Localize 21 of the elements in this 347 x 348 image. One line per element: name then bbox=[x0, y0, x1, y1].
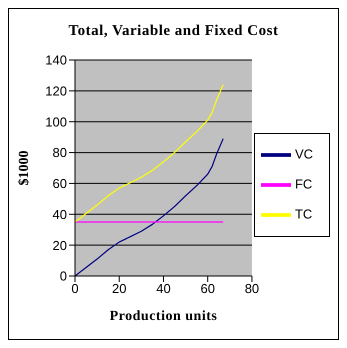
x-tick-label: 80 bbox=[244, 281, 260, 296]
x-tick-label: 0 bbox=[71, 281, 79, 296]
y-tick-label: 140 bbox=[45, 52, 67, 68]
y-tick-label: 100 bbox=[45, 114, 67, 130]
y-tick-label: 120 bbox=[45, 83, 67, 98]
legend-label: VC bbox=[294, 146, 313, 162]
y-tick-label: 40 bbox=[52, 206, 67, 222]
y-tick-label: 20 bbox=[52, 238, 67, 253]
y-tick-label: 0 bbox=[60, 268, 67, 284]
x-tick-label: 20 bbox=[112, 281, 126, 296]
y-tick-label: 60 bbox=[52, 176, 67, 192]
line-series bbox=[75, 138, 224, 276]
legend-label: TC bbox=[294, 206, 312, 222]
legend-label: FC bbox=[294, 176, 312, 192]
x-tick-label: 40 bbox=[156, 281, 171, 296]
y-tick-label: 80 bbox=[52, 145, 67, 160]
x-tick-label: 60 bbox=[200, 281, 215, 296]
y-axis-title: $1000 bbox=[16, 150, 32, 186]
chart-title: Total, Variable and Fixed Cost bbox=[68, 23, 280, 40]
x-axis-title: Production units bbox=[110, 309, 218, 324]
line-series bbox=[75, 84, 224, 223]
